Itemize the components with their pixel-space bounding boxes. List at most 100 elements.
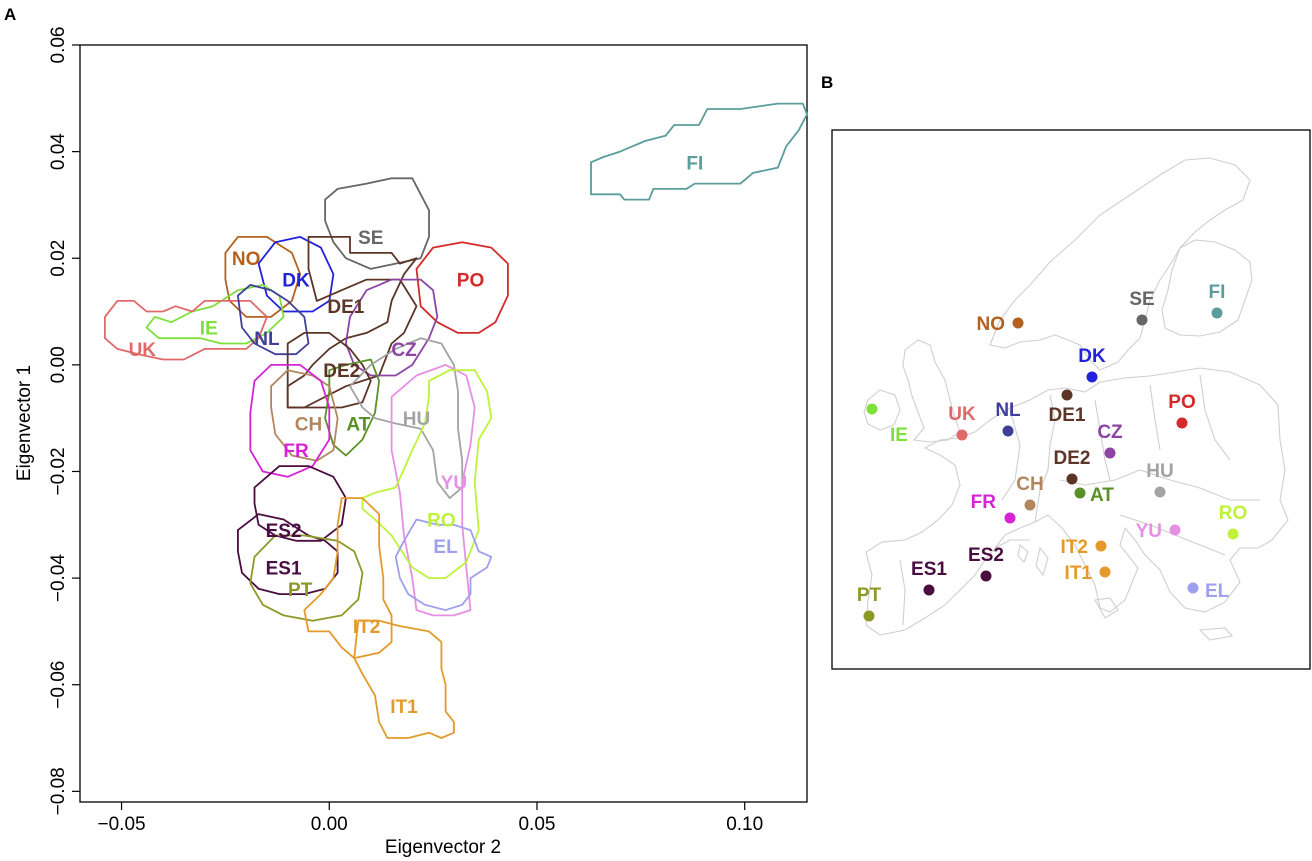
panel-b-letter: B [821, 73, 833, 92]
map-point-po [1176, 417, 1188, 429]
cluster-outline-nl [236, 283, 310, 356]
map-label-po: PO [1168, 392, 1195, 413]
map-point-hu [1154, 486, 1166, 498]
cluster-outline-po [415, 241, 509, 334]
map-point-no [1012, 317, 1024, 329]
map-label-it1: IT1 [1065, 563, 1093, 584]
cluster-label-ie: IE [200, 319, 218, 340]
cluster-outline-de2 [286, 331, 372, 409]
x-tick-label: 0.10 [726, 814, 763, 835]
y-tick-label: 0.02 [48, 240, 69, 277]
cluster-outline-fi [590, 102, 808, 201]
x-axis-title: Eigenvector 2 [385, 837, 501, 858]
panel-a-plot: −0.05 0.00 0.05 0.10 −0.08 −0.06 −0.04 −0.02 0.0… [14, 27, 808, 858]
panel-a-letter: A [4, 5, 16, 24]
x-tick-label: −0.05 [98, 814, 146, 835]
y-tick-label: 0.06 [48, 27, 69, 64]
cluster-outline-cz [344, 278, 439, 377]
cluster-label-nl: NL [254, 329, 280, 350]
cluster-label-se: SE [358, 228, 383, 249]
y-tick-label: −0.08 [48, 767, 69, 815]
map-frame [831, 129, 1311, 670]
cluster-outline-se [324, 177, 430, 270]
map-point-ie [866, 403, 878, 415]
map-point-se [1136, 314, 1148, 326]
map-point-de1 [1061, 389, 1073, 401]
cluster-outline-it1 [353, 619, 455, 739]
map-label-ro: RO [1219, 503, 1248, 524]
cluster-label-fr: FR [283, 441, 309, 462]
map-label-de1: DE1 [1049, 405, 1086, 426]
map-label-fi: FI [1209, 282, 1226, 303]
map-point-de2 [1066, 473, 1078, 485]
cluster-label-uk: UK [129, 340, 157, 361]
map-point-cz [1104, 447, 1116, 459]
cluster-outline-ie [145, 283, 285, 345]
x-tick-label: 0.00 [311, 814, 348, 835]
cluster-label-ro: RO [427, 510, 456, 531]
cluster-label-de1: DE1 [327, 297, 364, 318]
map-point-it1 [1099, 566, 1111, 578]
map-label-nl: NL [995, 400, 1021, 421]
y-tick-label: 0.04 [48, 133, 69, 170]
map-label-es2: ES2 [968, 545, 1004, 566]
map-point-fi [1211, 307, 1223, 319]
cluster-outline-ch [270, 369, 339, 462]
cluster-label-hu: HU [403, 409, 430, 430]
y-tick-label: 0.00 [48, 346, 69, 383]
cluster-outline-ro [361, 369, 493, 579]
panel-b-map: FI SE NO DK IE UK NL DE1 PO CZ DE2 HU CH AT FR RO YU IT2 E… [831, 129, 1311, 670]
y-tick-label: −0.02 [48, 447, 69, 495]
map-label-el: EL [1205, 581, 1230, 602]
map-label-fr: FR [971, 492, 997, 513]
map-label-de2: DE2 [1054, 448, 1091, 469]
map-label-cz: CZ [1097, 422, 1123, 443]
map-label-hu: HU [1146, 461, 1173, 482]
map-label-pt: PT [857, 585, 882, 606]
cluster-label-dk: DK [282, 271, 310, 292]
cluster-outline-dk [257, 235, 335, 313]
y-axis-title: Eigenvector 1 [14, 365, 35, 481]
cluster-outline-pt [249, 534, 364, 622]
map-point-fr [1004, 512, 1016, 524]
cluster-outline-uk [104, 299, 268, 361]
cluster-label-po: PO [457, 271, 484, 292]
map-point-uk [956, 429, 968, 441]
y-tick-label: −0.06 [48, 661, 69, 709]
cluster-label-es2: ES2 [266, 521, 302, 542]
cluster-label-el: EL [433, 537, 458, 558]
map-points: FI SE NO DK IE UK NL DE1 PO CZ DE2 HU CH AT FR RO YU IT2 E… [857, 282, 1247, 622]
map-label-se: SE [1129, 289, 1154, 310]
cluster-label-no: NO [232, 249, 261, 270]
map-label-uk: UK [948, 404, 976, 425]
cluster-outline-at [324, 358, 381, 457]
cluster-outlines [104, 102, 808, 739]
cluster-outline-es2 [253, 465, 347, 542]
cluster-labels: FI SE PO NO DK DE1 IE UK NL CZ DE2 AT HU CH FR YU RO EL ES… [129, 153, 704, 718]
cluster-label-it2: IT2 [353, 617, 380, 638]
map-point-yu [1169, 524, 1181, 536]
map-point-ro [1227, 528, 1239, 540]
cluster-label-es1: ES1 [266, 558, 302, 579]
map-label-ie: IE [890, 425, 908, 446]
map-label-dk: DK [1078, 346, 1106, 367]
map-point-es2 [980, 570, 992, 582]
y-tick-label: −0.04 [48, 554, 69, 603]
map-label-it2: IT2 [1061, 537, 1088, 558]
map-label-es1: ES1 [911, 559, 947, 580]
plot-frame [79, 44, 808, 803]
map-point-ch [1024, 499, 1036, 511]
cluster-label-yu: YU [441, 473, 467, 494]
europe-outline [863, 157, 1289, 641]
cluster-label-it1: IT1 [390, 697, 418, 718]
map-point-dk [1086, 371, 1098, 383]
cluster-outline-el [394, 518, 493, 611]
cluster-label-fi: FI [686, 153, 703, 174]
map-point-it2 [1095, 540, 1107, 552]
map-point-es1 [923, 584, 935, 596]
cluster-outline-no [224, 235, 302, 318]
map-point-pt [863, 610, 875, 622]
cluster-label-pt: PT [288, 580, 313, 601]
map-label-yu: YU [1136, 521, 1162, 542]
